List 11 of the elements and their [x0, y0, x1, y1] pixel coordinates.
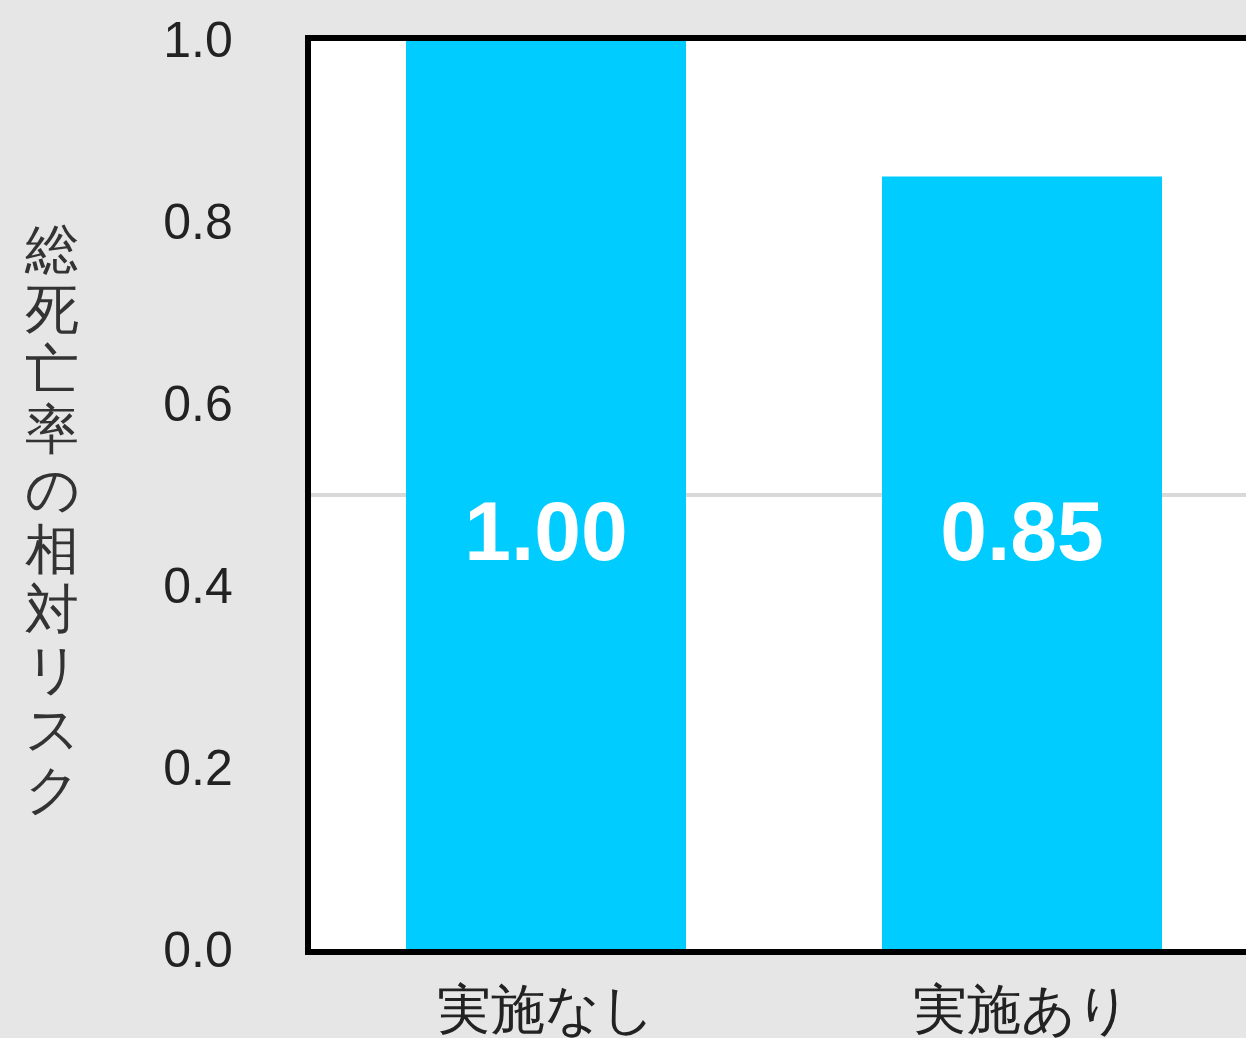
x-tick-label: 実施あり	[913, 979, 1131, 1038]
data-label: 0.85	[940, 484, 1104, 578]
y-axis-title: 総死亡率の相対リスク	[24, 219, 80, 819]
y-tick-label: 0.6	[163, 376, 233, 432]
y-tick-label: 0.2	[163, 740, 233, 796]
x-tick-label: 実施なし	[437, 979, 655, 1038]
y-tick-label: 0.0	[163, 922, 233, 978]
y-tick-label: 1.0	[163, 12, 233, 68]
data-label: 1.00	[464, 484, 628, 578]
y-tick-label: 0.8	[163, 194, 233, 250]
y-tick-label: 0.4	[163, 558, 233, 614]
